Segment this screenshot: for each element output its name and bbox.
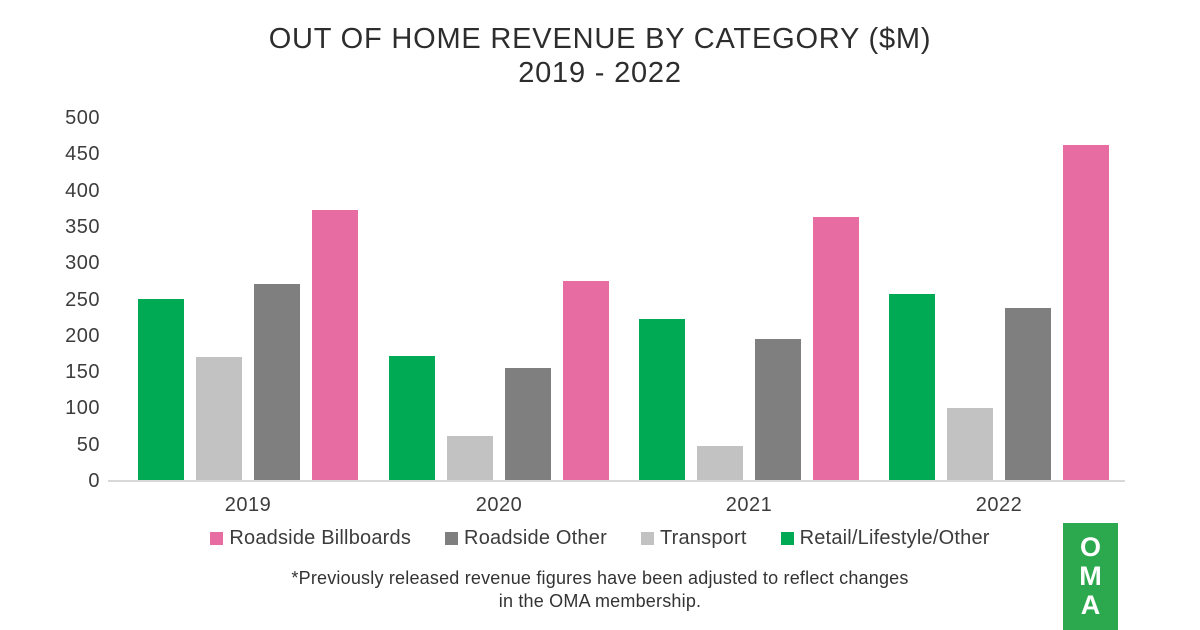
legend-label-roadside-other: Roadside Other bbox=[464, 527, 607, 549]
bar-2021-transport bbox=[697, 446, 743, 481]
legend-item-roadside-billboards: Roadside Billboards bbox=[210, 527, 411, 550]
x-axis-label-2019: 2019 bbox=[224, 494, 272, 516]
y-axis-tick-label-0: 0 bbox=[88, 470, 100, 492]
chart-title: OUT OF HOME REVENUE BY CATEGORY ($M) 201… bbox=[0, 22, 1200, 90]
bar-2019-roadside-other bbox=[254, 284, 300, 481]
bar-2020-roadside-billboards bbox=[563, 281, 609, 481]
legend-swatch-roadside-billboards bbox=[210, 532, 224, 545]
legend-item-roadside-other: Roadside Other bbox=[445, 527, 607, 550]
bar-2022-roadside-other bbox=[1005, 308, 1051, 481]
y-axis-tick-label-250: 250 bbox=[65, 288, 100, 311]
bar-2022-retail-lifestyle-other bbox=[889, 294, 935, 481]
legend-item-transport: Transport bbox=[640, 527, 747, 550]
footnote-line2: in the OMA membership. bbox=[498, 591, 702, 611]
bar-2020-retail-lifestyle-other bbox=[389, 356, 435, 481]
legend-label-retail-lifestyle-other: Retail/Lifestyle/Other bbox=[799, 527, 990, 549]
oma-logo-letter-o: O bbox=[1079, 532, 1101, 562]
x-axis-label-2022: 2022 bbox=[975, 494, 1023, 516]
x-axis-line bbox=[108, 480, 1125, 482]
bar-2021-retail-lifestyle-other bbox=[639, 319, 685, 481]
y-axis-tick-label-150: 150 bbox=[65, 361, 100, 384]
x-axis-label-2021: 2021 bbox=[725, 494, 773, 516]
legend-swatch-retail-lifestyle-other bbox=[780, 532, 794, 545]
chart-title-line2: 2019 - 2022 bbox=[518, 57, 682, 89]
bar-2019-retail-lifestyle-other bbox=[138, 299, 184, 481]
footnote-line1: *Previously released revenue figures hav… bbox=[291, 568, 909, 588]
bar-2019-transport bbox=[196, 357, 242, 481]
bar-2022-roadside-billboards bbox=[1063, 145, 1109, 481]
y-axis-tick-label-450: 450 bbox=[65, 143, 100, 166]
bar-2021-roadside-other bbox=[755, 339, 801, 481]
y-axis-tick-label-100: 100 bbox=[65, 397, 100, 420]
legend-item-retail-lifestyle-other: Retail/Lifestyle/Other bbox=[780, 527, 990, 550]
legend-label-roadside-billboards: Roadside Billboards bbox=[229, 527, 412, 549]
bar-2020-roadside-other bbox=[505, 368, 551, 481]
oma-logo-letter-m: M bbox=[1079, 561, 1102, 591]
y-axis-tick-label-350: 350 bbox=[65, 215, 100, 238]
y-axis-tick-label-300: 300 bbox=[65, 252, 100, 275]
footnote: *Previously released revenue figures hav… bbox=[0, 567, 1200, 613]
chart-title-line1: OUT OF HOME REVENUE BY CATEGORY ($M) bbox=[268, 23, 932, 55]
x-axis-label-2020: 2020 bbox=[475, 494, 523, 516]
y-axis-tick-label-50: 50 bbox=[76, 433, 100, 456]
y-axis-tick-label-500: 500 bbox=[65, 107, 100, 129]
bar-2019-roadside-billboards bbox=[312, 210, 358, 481]
legend-swatch-transport bbox=[640, 532, 654, 545]
bar-2022-transport bbox=[947, 408, 993, 481]
bar-2020-transport bbox=[447, 436, 493, 481]
bar-2021-roadside-billboards bbox=[813, 217, 859, 481]
oma-logo-letter-a: A bbox=[1080, 590, 1101, 620]
legend-swatch-roadside-other bbox=[445, 532, 459, 545]
y-axis-tick-label-400: 400 bbox=[65, 179, 100, 202]
legend: Roadside Billboards Roadside Other Transpo… bbox=[0, 527, 1200, 550]
y-axis-tick-label-200: 200 bbox=[65, 324, 100, 347]
legend-label-transport: Transport bbox=[659, 527, 747, 549]
